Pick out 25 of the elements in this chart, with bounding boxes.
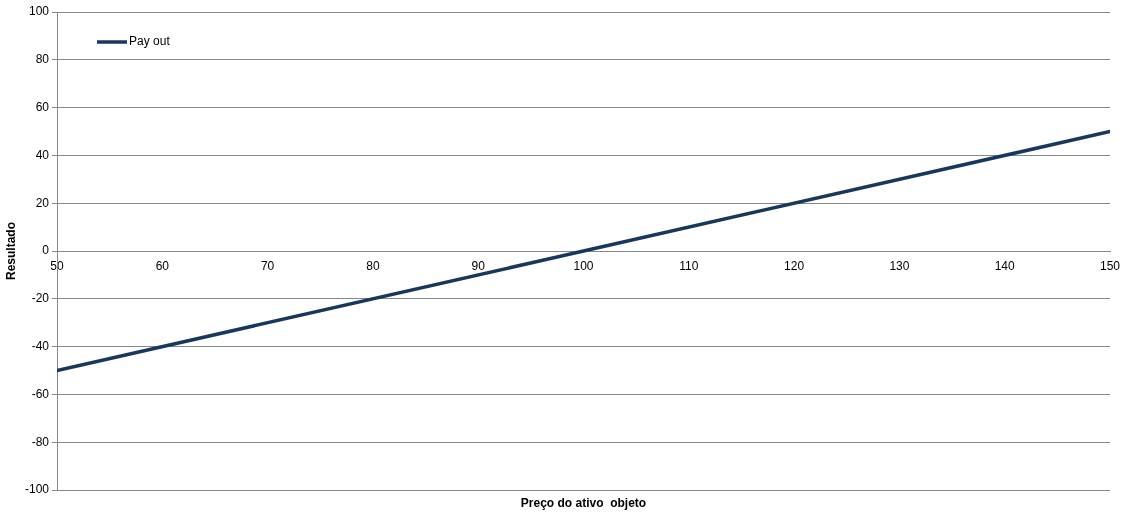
x-axis-title: Preço do ativo objeto <box>520 496 647 511</box>
x-tick-label: 80 <box>366 258 380 273</box>
y-tick-label: 20 <box>35 195 50 210</box>
y-tick-label: 0 <box>42 243 50 258</box>
x-tick-label: 70 <box>260 258 275 273</box>
x-tick-label: 150 <box>1099 258 1121 273</box>
y-tick-label: -60 <box>31 386 50 401</box>
x-tick-label: 60 <box>155 258 170 273</box>
y-tick-label: -80 <box>31 434 50 449</box>
x-tick-label: 100 <box>573 258 594 273</box>
y-tick-label: 100 <box>28 4 50 19</box>
y-tick-label: -40 <box>31 338 50 353</box>
y-axis-title: Resultado <box>4 221 19 281</box>
legend-label: Pay out <box>129 34 171 49</box>
y-tick-label: -100 <box>24 482 50 497</box>
y-tick-label: 60 <box>35 99 50 114</box>
x-tick-label: 140 <box>994 258 1016 273</box>
x-tick-label: 90 <box>471 258 486 273</box>
y-tick-label: -20 <box>31 291 50 306</box>
y-tick-label: 80 <box>35 52 50 67</box>
x-tick-label: 110 <box>679 258 699 273</box>
x-tick-label: 120 <box>784 258 805 273</box>
x-tick-label: 50 <box>50 258 65 273</box>
y-tick-label: 40 <box>35 147 50 162</box>
x-tick-label: 130 <box>889 258 910 273</box>
